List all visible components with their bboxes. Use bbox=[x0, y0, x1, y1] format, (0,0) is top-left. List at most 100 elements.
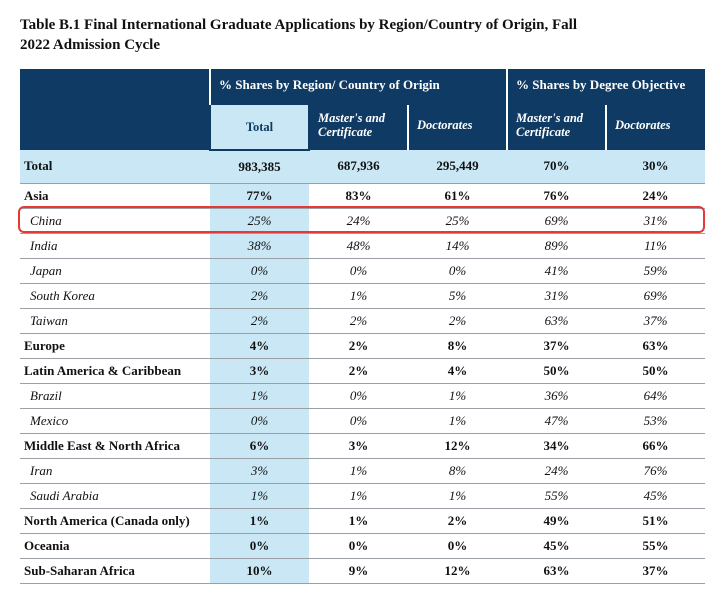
cell-label: South Korea bbox=[20, 283, 210, 308]
cell-o-masters: 3% bbox=[309, 433, 408, 458]
cell-o-masters: 0% bbox=[309, 258, 408, 283]
cell-total: 1% bbox=[210, 483, 309, 508]
cell-o-masters: 0% bbox=[309, 533, 408, 558]
cell-total: 2% bbox=[210, 283, 309, 308]
cell-label: Mexico bbox=[20, 408, 210, 433]
cell-label: Latin America & Caribbean bbox=[20, 358, 210, 383]
cell-label: Iran bbox=[20, 458, 210, 483]
cell-d-doct: 66% bbox=[606, 433, 705, 458]
cell-total: 3% bbox=[210, 458, 309, 483]
cell-d-doct: 59% bbox=[606, 258, 705, 283]
table-wrapper: % Shares by Region/ Country of Origin % … bbox=[20, 69, 704, 584]
cell-o-masters: 0% bbox=[309, 408, 408, 433]
cell-d-doct: 37% bbox=[606, 308, 705, 333]
cell-d-doct: 53% bbox=[606, 408, 705, 433]
cell-d-masters: 47% bbox=[507, 408, 606, 433]
subheader-origin-doctorates: Doctorates bbox=[408, 105, 507, 150]
table-row: Middle East & North Africa6%3%12%34%66% bbox=[20, 433, 705, 458]
row-total: Total 983,385 687,936 295,449 70% 30% bbox=[20, 150, 705, 184]
cell-total: 4% bbox=[210, 333, 309, 358]
subheader-origin-masters: Master's and Certificate bbox=[309, 105, 408, 150]
cell-d-doct: 76% bbox=[606, 458, 705, 483]
header-blank bbox=[20, 69, 210, 105]
cell-label: Brazil bbox=[20, 383, 210, 408]
cell-o-doct: 2% bbox=[408, 308, 507, 333]
cell-d-masters: 55% bbox=[507, 483, 606, 508]
table-row: Saudi Arabia1%1%1%55%45% bbox=[20, 483, 705, 508]
cell-d-masters: 34% bbox=[507, 433, 606, 458]
cell-o-doct: 12% bbox=[408, 433, 507, 458]
cell-d-masters: 31% bbox=[507, 283, 606, 308]
subheader-degree-doctorates: Doctorates bbox=[606, 105, 705, 150]
table-row: South Korea2%1%5%31%69% bbox=[20, 283, 705, 308]
cell-d-masters: 70% bbox=[507, 150, 606, 184]
table-row: Iran3%1%8%24%76% bbox=[20, 458, 705, 483]
cell-d-doct: 24% bbox=[606, 183, 705, 208]
cell-o-doct: 0% bbox=[408, 258, 507, 283]
table-row: Asia77%83%61%76%24% bbox=[20, 183, 705, 208]
cell-total: 10% bbox=[210, 558, 309, 583]
table-row: North America (Canada only)1%1%2%49%51% bbox=[20, 508, 705, 533]
cell-d-doct: 55% bbox=[606, 533, 705, 558]
table-row: Taiwan2%2%2%63%37% bbox=[20, 308, 705, 333]
table-row: China25%24%25%69%31% bbox=[20, 208, 705, 233]
cell-label: Total bbox=[20, 150, 210, 184]
cell-label: Saudi Arabia bbox=[20, 483, 210, 508]
cell-o-doct: 12% bbox=[408, 558, 507, 583]
cell-d-masters: 63% bbox=[507, 308, 606, 333]
applications-table: % Shares by Region/ Country of Origin % … bbox=[20, 69, 705, 584]
cell-o-doct: 295,449 bbox=[408, 150, 507, 184]
header-group-origin: % Shares by Region/ Country of Origin bbox=[210, 69, 507, 105]
cell-d-doct: 45% bbox=[606, 483, 705, 508]
cell-d-masters: 69% bbox=[507, 208, 606, 233]
cell-label: Asia bbox=[20, 183, 210, 208]
cell-d-doct: 63% bbox=[606, 333, 705, 358]
cell-d-masters: 76% bbox=[507, 183, 606, 208]
cell-d-doct: 37% bbox=[606, 558, 705, 583]
cell-o-masters: 48% bbox=[309, 233, 408, 258]
cell-d-doct: 51% bbox=[606, 508, 705, 533]
subheader-blank bbox=[20, 105, 210, 150]
cell-o-doct: 4% bbox=[408, 358, 507, 383]
cell-d-doct: 69% bbox=[606, 283, 705, 308]
cell-label: Europe bbox=[20, 333, 210, 358]
cell-o-masters: 2% bbox=[309, 333, 408, 358]
cell-total: 0% bbox=[210, 258, 309, 283]
cell-d-doct: 64% bbox=[606, 383, 705, 408]
subheader-total: Total bbox=[210, 105, 309, 150]
cell-total: 77% bbox=[210, 183, 309, 208]
cell-label: Taiwan bbox=[20, 308, 210, 333]
cell-o-doct: 1% bbox=[408, 383, 507, 408]
cell-d-doct: 30% bbox=[606, 150, 705, 184]
cell-o-masters: 1% bbox=[309, 508, 408, 533]
cell-label: Oceania bbox=[20, 533, 210, 558]
table-row: Oceania0%0%0%45%55% bbox=[20, 533, 705, 558]
cell-d-masters: 24% bbox=[507, 458, 606, 483]
cell-d-doct: 11% bbox=[606, 233, 705, 258]
cell-d-masters: 41% bbox=[507, 258, 606, 283]
cell-label: Middle East & North Africa bbox=[20, 433, 210, 458]
cell-total: 2% bbox=[210, 308, 309, 333]
cell-o-masters: 1% bbox=[309, 283, 408, 308]
cell-total: 1% bbox=[210, 508, 309, 533]
cell-d-masters: 89% bbox=[507, 233, 606, 258]
cell-o-masters: 1% bbox=[309, 483, 408, 508]
table-title: Table B.1 Final International Graduate A… bbox=[20, 16, 600, 55]
table-row: India38%48%14%89%11% bbox=[20, 233, 705, 258]
cell-d-masters: 50% bbox=[507, 358, 606, 383]
table-row: Sub-Saharan Africa10%9%12%63%37% bbox=[20, 558, 705, 583]
cell-o-masters: 2% bbox=[309, 308, 408, 333]
cell-label: North America (Canada only) bbox=[20, 508, 210, 533]
cell-total: 983,385 bbox=[210, 150, 309, 184]
cell-o-masters: 687,936 bbox=[309, 150, 408, 184]
cell-total: 25% bbox=[210, 208, 309, 233]
cell-d-masters: 45% bbox=[507, 533, 606, 558]
cell-label: India bbox=[20, 233, 210, 258]
cell-o-doct: 5% bbox=[408, 283, 507, 308]
cell-o-masters: 83% bbox=[309, 183, 408, 208]
cell-o-doct: 0% bbox=[408, 533, 507, 558]
table-row: Latin America & Caribbean3%2%4%50%50% bbox=[20, 358, 705, 383]
cell-total: 0% bbox=[210, 533, 309, 558]
cell-o-doct: 8% bbox=[408, 333, 507, 358]
table-row: Europe4%2%8%37%63% bbox=[20, 333, 705, 358]
